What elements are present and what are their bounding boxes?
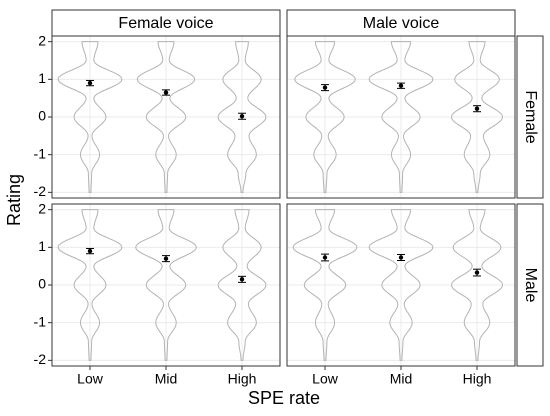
facet-row-label: Male	[522, 268, 539, 303]
x-tick-label: Low	[77, 371, 104, 387]
panel-border	[286, 35, 516, 199]
violin	[217, 41, 267, 193]
mean-point	[87, 248, 93, 254]
mean-point	[239, 277, 245, 282]
violin	[57, 209, 123, 361]
facet-column-label: Male voice	[363, 15, 440, 32]
y-tick-label: 1	[38, 70, 46, 86]
x-tick-label: High	[463, 371, 492, 387]
y-tick-label: 0	[38, 108, 46, 124]
facet-strip	[286, 9, 516, 37]
mean-point	[239, 114, 245, 119]
facet-row-label: Female	[522, 90, 539, 143]
violin	[368, 209, 434, 361]
violin	[217, 209, 267, 361]
y-tick-label: 1	[38, 238, 46, 254]
panel-border	[51, 35, 281, 199]
mean-point	[474, 270, 480, 275]
facet-strip	[516, 203, 544, 367]
mean-point	[474, 106, 480, 111]
y-tick-label: -1	[34, 145, 47, 161]
x-tick-label: Mid	[155, 371, 178, 387]
violin	[450, 41, 504, 193]
violin	[136, 41, 196, 193]
mean-point	[398, 255, 404, 260]
x-tick-label: Low	[312, 371, 339, 387]
x-tick-label: High	[228, 371, 257, 387]
facet-column-label: Female voice	[118, 15, 213, 32]
y-tick-label: -1	[34, 313, 47, 329]
mean-point	[163, 256, 169, 261]
panel-border	[51, 203, 281, 367]
violin	[368, 41, 434, 193]
panel-border	[286, 203, 516, 367]
x-axis-label: SPE rate	[248, 388, 320, 408]
facet-strip	[51, 9, 281, 37]
mean-point	[163, 90, 169, 95]
mean-point	[398, 83, 404, 88]
violin	[57, 41, 123, 193]
mean-point	[87, 80, 93, 86]
y-tick-label: -2	[34, 351, 47, 367]
x-tick-label: Mid	[390, 371, 413, 387]
y-tick-label: 2	[38, 32, 46, 48]
violin	[450, 209, 504, 361]
mean-point	[322, 255, 328, 260]
y-tick-label: -2	[34, 183, 47, 199]
y-axis-label: Rating	[4, 174, 24, 226]
violin	[135, 209, 197, 361]
violin	[294, 41, 356, 193]
y-tick-label: 0	[38, 276, 46, 292]
violin	[292, 209, 358, 361]
facet-strip	[516, 35, 544, 199]
mean-point	[322, 85, 328, 90]
y-tick-label: 2	[38, 200, 46, 216]
